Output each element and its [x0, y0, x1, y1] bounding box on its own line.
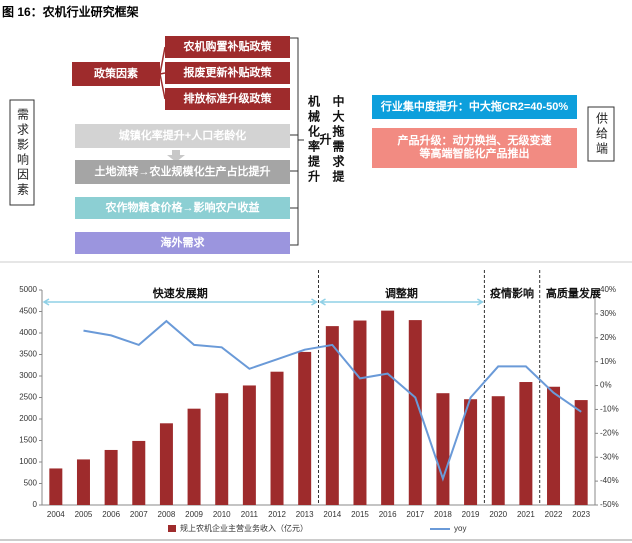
figure-title: 图 16：农机行业研究框架 [2, 5, 139, 19]
y-tick-label: 5000 [19, 285, 37, 294]
bar [491, 396, 505, 505]
factor-box: 海外需求 [75, 232, 290, 254]
y2-tick-label: 20% [600, 333, 616, 342]
x-tick-label: 2017 [406, 510, 424, 519]
x-tick-label: 2011 [241, 510, 259, 519]
x-tick-label: 2023 [572, 510, 590, 519]
y-tick-label: 4500 [19, 307, 37, 316]
y2-tick-label: -30% [600, 452, 619, 461]
bar [381, 310, 395, 505]
bar [132, 440, 146, 505]
bar [49, 468, 63, 505]
period-label: 快速发展期 [152, 286, 208, 300]
x-tick-label: 2004 [47, 510, 65, 519]
period-label: 高质量发展 [546, 286, 602, 300]
bar [76, 459, 90, 505]
y2-tick-label: 0% [600, 381, 612, 390]
demand-label: 需求影响因素 [15, 107, 30, 198]
y2-tick-label: 10% [600, 357, 616, 366]
bar [408, 320, 422, 505]
bar [159, 423, 173, 505]
bar [547, 386, 561, 505]
x-tick-label: 2018 [434, 510, 452, 519]
y-tick-label: 3000 [19, 371, 37, 380]
supply-label: 供给端 [594, 111, 609, 157]
y-tick-label: 3500 [19, 350, 37, 359]
y-tick-label: 0 [33, 500, 38, 509]
supply-box: 产品升级：动力换挡、无级变速等高端智能化产品推出 [372, 128, 577, 168]
y2-tick-label: 30% [600, 309, 616, 318]
y-tick-label: 4000 [19, 328, 37, 337]
policy-label: 政策因素 [72, 62, 160, 86]
line [83, 319, 582, 482]
bar [270, 371, 284, 505]
x-tick-label: 2020 [489, 510, 507, 519]
y-tick-label: 1000 [19, 457, 37, 466]
legend-label: yoy [454, 524, 466, 533]
x-tick-label: 2005 [75, 510, 93, 519]
x-tick-label: 2022 [545, 510, 563, 519]
x-tick-label: 2016 [379, 510, 397, 519]
bar [574, 400, 588, 505]
bar [519, 382, 533, 505]
factor-box: 土地流转→农业规模化生产占比提升 [75, 160, 290, 184]
mechanism-label: 机械化率提升 [306, 95, 321, 185]
x-tick-label: 2019 [462, 510, 480, 519]
bar [187, 408, 201, 505]
x-tick-label: 2021 [517, 510, 535, 519]
x-tick-label: 2012 [268, 510, 286, 519]
y-tick-label: 500 [24, 479, 38, 488]
policy-box: 报废更新补贴政策 [165, 62, 290, 84]
period-arrow [42, 298, 318, 306]
x-tick-label: 2007 [130, 510, 148, 519]
mechanism-label: 中大拖需求提升 [318, 95, 345, 185]
period-label: 调整期 [385, 286, 418, 300]
bar [242, 385, 256, 505]
supply-box: 行业集中度提升：中大拖CR2=40-50% [372, 95, 577, 119]
x-tick-label: 2013 [296, 510, 314, 519]
y-tick-label: 2500 [19, 393, 37, 402]
y-tick-label: 2000 [19, 414, 37, 423]
y-tick-label: 1500 [19, 436, 37, 445]
diagram-lines [0, 37, 632, 263]
y2-tick-label: 40% [600, 285, 616, 294]
y2-tick-label: -50% [600, 500, 619, 509]
bar [436, 393, 450, 505]
bar [298, 351, 312, 505]
bar [353, 320, 367, 505]
chart: 0 500 1000 1500 2000 2500 3000 3500 4000 4500 5000… [0, 270, 632, 541]
y2-tick-label: -10% [600, 405, 619, 414]
x-tick-label: 2006 [102, 510, 120, 519]
period-label: 疫情影响 [490, 286, 534, 300]
y2-tick-label: -40% [600, 476, 619, 485]
bar [215, 393, 229, 505]
factor-box: 农作物粮食价格→影响农户收益 [75, 197, 290, 219]
period-arrow [319, 298, 484, 306]
policy-box: 排放标准升级政策 [165, 88, 290, 110]
x-tick-label: 2015 [351, 510, 369, 519]
legend-label: 规上农机企业主营业务收入（亿元） [180, 523, 308, 533]
factor-box: 城镇化率提升+人口老龄化 [75, 124, 290, 148]
legend-swatch [168, 525, 176, 532]
x-tick-label: 2008 [158, 510, 176, 519]
x-tick-label: 2014 [323, 510, 341, 519]
y2-tick-label: -20% [600, 428, 619, 437]
bar [104, 449, 118, 505]
policy-box: 农机购置补贴政策 [165, 36, 290, 58]
x-tick-label: 2009 [185, 510, 203, 519]
bar [464, 399, 478, 505]
bar [325, 326, 339, 505]
x-tick-label: 2010 [213, 510, 231, 519]
